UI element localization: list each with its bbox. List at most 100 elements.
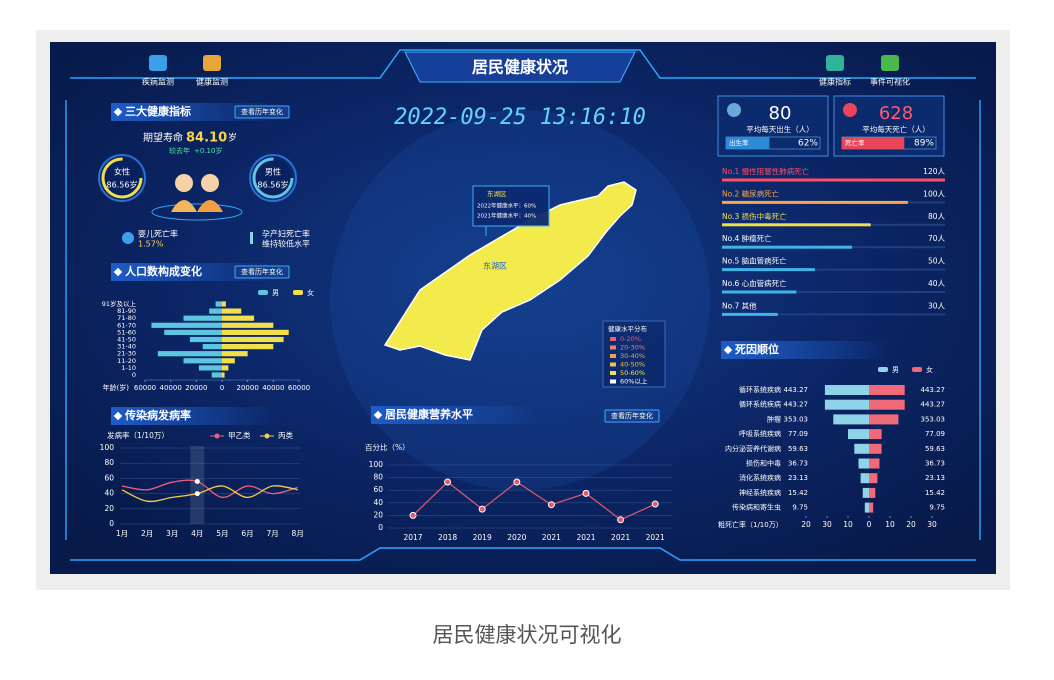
age-label: 51-60 [117, 328, 136, 336]
life-value: 84.10 [186, 131, 227, 146]
pyramid-bar [198, 365, 222, 371]
cause-name: 呼吸系统疾病 [739, 429, 781, 438]
nav-icon[interactable] [203, 55, 221, 71]
x-tick-label: 20000 [185, 384, 207, 392]
person-head [201, 174, 219, 192]
pyramid-bar [222, 365, 229, 371]
x-tick-label: 4月 [191, 529, 203, 538]
legend-swatch [293, 290, 303, 295]
rate-right: 443.27 [921, 386, 946, 394]
rate-left: 15.42 [788, 489, 808, 497]
frame-bottom [70, 547, 976, 561]
cause-track [722, 268, 945, 271]
history-button[interactable] [234, 105, 290, 119]
funnel-bar [864, 502, 869, 513]
map-legend-label: 60%以上 [620, 377, 648, 386]
infant-value: 1.57% [138, 240, 164, 249]
y-tick-label: 60 [104, 473, 114, 482]
legend-dot [214, 433, 220, 439]
funnel-bar [869, 487, 876, 498]
life-label: 期望寿命 [143, 131, 183, 144]
cause-label: No.6 心血管病死亡 [722, 278, 787, 288]
legend-swatch [878, 367, 888, 372]
history-button[interactable] [604, 409, 660, 423]
cause-name: 肿瘤 [767, 414, 781, 423]
x-tick-label: 2021 [542, 533, 561, 542]
rate-left: 23.13 [788, 474, 808, 482]
legend-label: 女 [926, 365, 933, 374]
section-marker [113, 411, 123, 421]
title-banner [404, 51, 636, 83]
funnel-bar [858, 458, 869, 469]
x-tick-label: 0 [867, 520, 872, 529]
pyramid-bar [222, 315, 255, 321]
cause-label: No.4 肿瘤死亡 [722, 233, 772, 243]
cause-name: 神经系统疾病 [739, 488, 781, 497]
nav-label: 事件可视化 [870, 77, 910, 87]
section-title: 死因顺位 [735, 342, 779, 356]
x-tick-label: 2018 [438, 533, 457, 542]
line-point [444, 478, 452, 486]
map-legend-label: 40-50% [620, 361, 645, 369]
x-tick-label: 8月 [292, 529, 304, 538]
cause-name: 传染病和寄生虫 [732, 503, 781, 512]
x-tick-label: 2019 [473, 533, 492, 542]
nav-icon[interactable] [826, 55, 844, 71]
legend-label: 男 [272, 289, 279, 297]
ring-outer [249, 154, 297, 202]
x-axis-title: 粗死亡率（1/10万） [718, 520, 783, 529]
cause-track [722, 313, 945, 316]
infant-label: 婴儿死亡率 [138, 229, 178, 239]
section-header-bg [721, 341, 891, 359]
nav-icon[interactable] [149, 55, 167, 71]
pyramid-bar [215, 301, 222, 307]
age-label: 61-70 [117, 321, 136, 329]
age-label: 81-90 [117, 307, 136, 315]
age-label: 41-50 [117, 336, 136, 344]
rate-right: 23.13 [925, 474, 945, 482]
x-tick-label: 40000 [262, 384, 284, 392]
y-tick-label: 0 [109, 519, 114, 528]
x-tick-label: 60000 [288, 384, 310, 392]
pyramid-bar [222, 351, 248, 357]
x-tick-label: 1月 [116, 529, 128, 538]
rate-left: 443.27 [784, 386, 809, 394]
map-legend-swatch [610, 345, 616, 350]
cause-value: 30人 [928, 301, 946, 310]
pyramid-bar [222, 308, 242, 314]
y-tick-label: 20 [373, 510, 383, 519]
ring [252, 157, 294, 199]
x-tick-label: 2020 [507, 533, 526, 542]
pyramid-bar [202, 344, 222, 350]
rate-left: 36.73 [788, 460, 808, 468]
line-point [409, 511, 417, 519]
section-header-bg [111, 407, 281, 425]
section-title: 三大健康指标 [125, 104, 191, 118]
death-label: 平均每天死亡（人） [862, 124, 930, 134]
y-tick-label: 40 [373, 498, 383, 507]
nav-label: 健康指标 [819, 77, 851, 87]
funnel-bar [860, 473, 869, 484]
map-legend-title: 健康水平分布 [608, 324, 648, 333]
history-button[interactable] [234, 265, 290, 279]
cause-track [722, 291, 945, 293]
legend-label: 丙类 [278, 430, 293, 440]
legend-label: 男 [892, 366, 899, 374]
cause-bar [722, 290, 797, 294]
line-point [582, 489, 590, 497]
cause-value: 80人 [928, 212, 946, 221]
funnel-bar [869, 385, 905, 395]
cause-bar [722, 268, 815, 272]
maternal-label: 孕产妇死亡率 [262, 229, 310, 239]
funnel-bar [854, 443, 869, 454]
nav-icon[interactable] [881, 55, 899, 71]
rate-right: 15.42 [925, 489, 945, 497]
x-tick-label: 20 [801, 520, 811, 529]
y-tick-label: 100 [369, 460, 384, 469]
datetime: 2022-09-25 13:16:10 [394, 105, 646, 130]
ring-outer [98, 154, 146, 202]
history-button-label: 查看历年变化 [241, 267, 283, 276]
birth-label: 平均每天出生（人） [746, 124, 814, 134]
pyramid-bar [222, 358, 235, 364]
pyramid-bar [164, 329, 222, 335]
